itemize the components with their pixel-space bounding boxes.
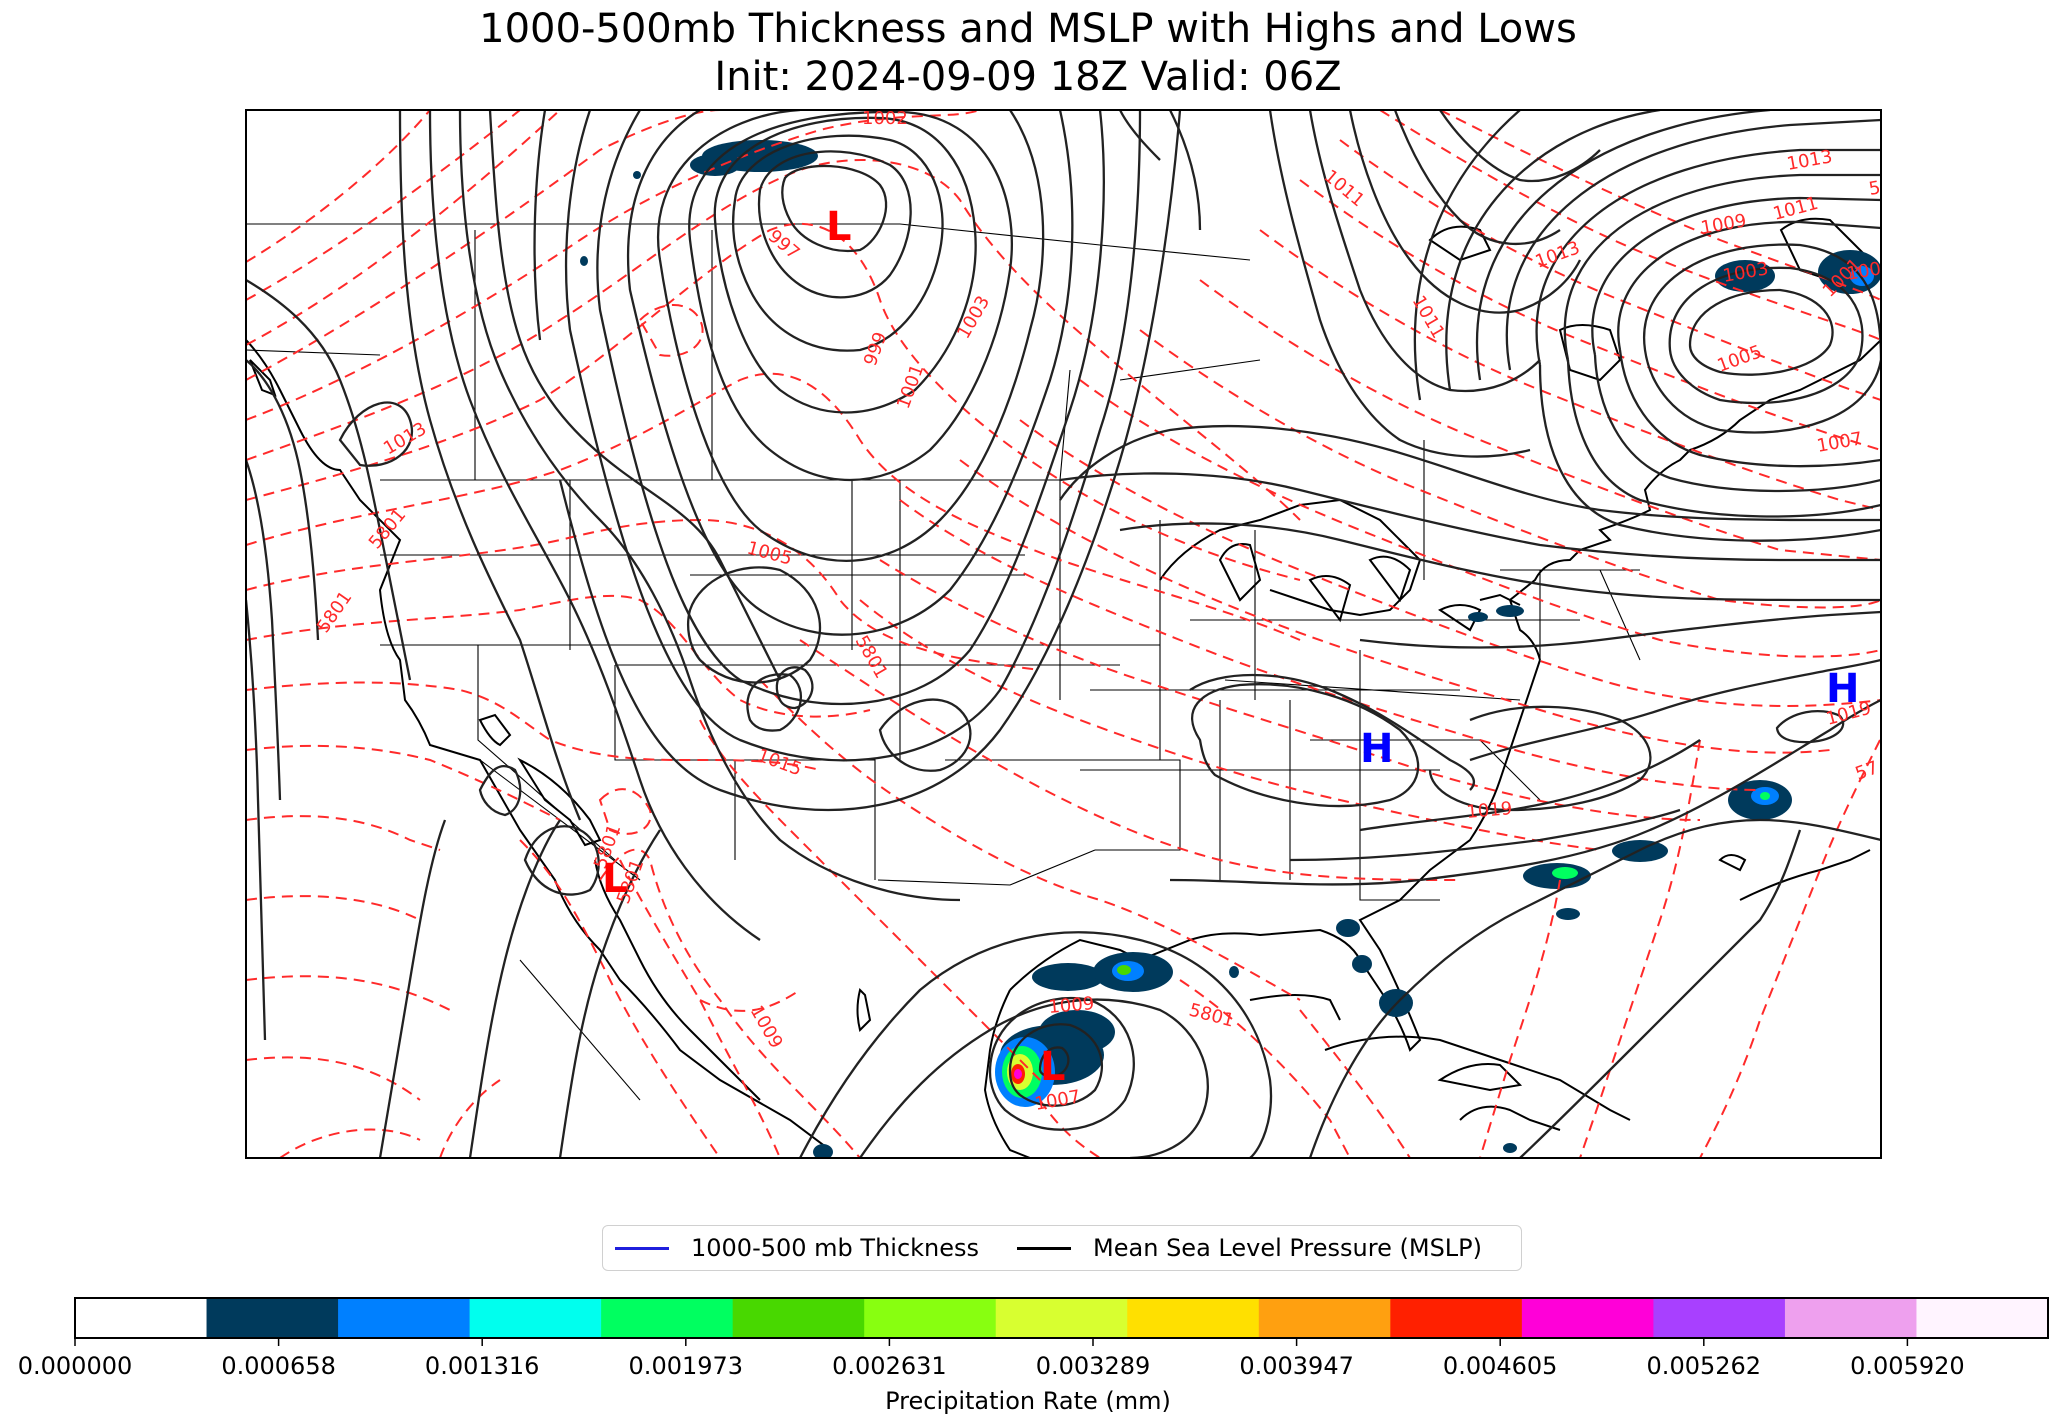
colorbar-segment — [1521, 1298, 1654, 1338]
high-pressure-marker: H — [1360, 726, 1393, 772]
colorbar-tick-label: 0.003947 — [1239, 1352, 1354, 1380]
legend: 1000-500 mb Thickness Mean Sea Level Pre… — [602, 1225, 1522, 1271]
contour-label: 1005 — [745, 538, 795, 570]
legend-entry-mslp: Mean Sea Level Pressure (MSLP) — [1005, 1234, 1482, 1262]
map-frame — [245, 109, 1882, 1159]
contour-label: 5801 — [1867, 171, 1916, 200]
colorbar-tick-label: 0.005920 — [1850, 1352, 1965, 1380]
chart-title: 1000-500mb Thickness and MSLP with Highs… — [479, 6, 1577, 52]
colorbar-tick-label: 0.000000 — [17, 1352, 133, 1380]
colorbar-tick-label: 0.003289 — [1035, 1352, 1151, 1380]
colorbar-frame — [74, 1297, 2049, 1339]
legend-entry-thickness: 1000-500 mb Thickness — [603, 1234, 979, 1262]
contour-label: 1009 — [1048, 993, 1095, 1018]
colorbar-tick-label: 0.001973 — [628, 1352, 744, 1380]
pressure-centers: L L L H H — [602, 204, 1859, 1090]
colorbar-segment — [732, 1298, 865, 1338]
contour-label: 57 — [1853, 757, 1882, 785]
map-body: 1002 997 999 1001 1003 1013 1013 1011 10… — [246, 108, 1916, 1158]
thickness-contours — [246, 110, 1881, 1158]
colorbar-segment — [338, 1298, 471, 1338]
contour-label: 1015 — [754, 745, 804, 780]
colorbar-segment — [469, 1298, 602, 1338]
colorbar-segment — [995, 1298, 1128, 1338]
contour-label: 999 — [860, 329, 891, 368]
legend-swatch-mslp — [1017, 1246, 1072, 1250]
contour-label: 1011 — [1771, 193, 1821, 225]
precipitation-colorbar — [74, 1298, 2049, 1346]
colorbar-tick-label: 0.005262 — [1646, 1352, 1762, 1380]
low-pressure-marker: L — [1040, 1044, 1066, 1090]
colorbar-segment — [1784, 1298, 1917, 1338]
colorbar-segment — [1916, 1298, 2049, 1338]
contour-label: 1019 — [1466, 798, 1513, 823]
political-boundaries — [246, 223, 1641, 1101]
legend-label-mslp: Mean Sea Level Pressure (MSLP) — [1093, 1234, 1483, 1262]
coastlines — [246, 217, 1881, 1158]
legend-label-thickness: 1000-500 mb Thickness — [691, 1234, 980, 1262]
contour-label: 1009 — [746, 1002, 787, 1052]
contour-label: 1003 — [953, 292, 994, 342]
contour-label: 5801 — [313, 587, 356, 637]
contour-label: 5801 — [1187, 1000, 1237, 1032]
high-pressure-marker: H — [1826, 666, 1859, 712]
colorbar-tick-label: 0.001316 — [424, 1352, 540, 1380]
contour-label: 5801 — [851, 632, 892, 682]
chart-subtitle: Init: 2024-09-09 18Z Valid: 06Z — [714, 54, 1342, 100]
contour-label: 1009 — [1699, 210, 1748, 239]
colorbar-segment — [601, 1298, 734, 1338]
colorbar-label: Precipitation Rate (mm) — [885, 1387, 1171, 1415]
legend-swatch-thickness — [615, 1246, 669, 1250]
mslp-contours — [246, 110, 1881, 1158]
colorbar-tick-label: 0.004605 — [1442, 1352, 1558, 1380]
colorbar-tick-label: 0.000658 — [221, 1352, 336, 1380]
contour-label: 1002 — [862, 108, 908, 129]
colorbar-segment — [206, 1298, 339, 1338]
colorbar-segment — [1390, 1298, 1523, 1338]
low-pressure-marker: L — [826, 204, 852, 250]
low-pressure-marker: L — [602, 856, 628, 902]
contour-label: 1001 — [893, 361, 928, 411]
colorbar-tick-label: 0.002631 — [832, 1352, 947, 1380]
precipitation-shading — [580, 140, 1881, 1158]
colorbar-segment — [1653, 1298, 1786, 1338]
colorbar-segment — [75, 1298, 208, 1338]
colorbar-segment — [1127, 1298, 1260, 1338]
colorbar-segment — [1258, 1298, 1391, 1338]
colorbar-segment — [864, 1298, 997, 1338]
